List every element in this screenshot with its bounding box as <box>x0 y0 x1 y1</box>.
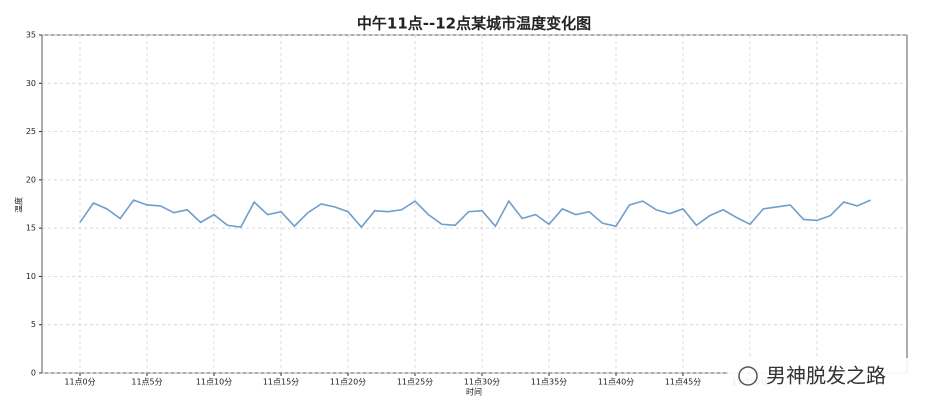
x-tick-label: 11点30分 <box>464 378 500 387</box>
line-series <box>79 199 871 229</box>
y-tick-label: 15 <box>26 224 36 233</box>
x-axis-label: 时间 <box>466 387 482 397</box>
x-tick-label: 11点35分 <box>531 378 567 387</box>
watermark-bg <box>728 358 910 394</box>
y-tick-label: 25 <box>26 127 36 136</box>
x-tick-label: 11点25分 <box>397 378 433 387</box>
x-tick-label: 11点40分 <box>598 378 634 387</box>
y-tick-label: 0 <box>31 369 36 378</box>
y-tick-label: 30 <box>26 79 36 88</box>
y-tick-label: 10 <box>26 272 36 281</box>
x-tick-label: 11点15分 <box>263 378 299 387</box>
y-axis-label: 温度 <box>14 197 24 213</box>
x-tick-label: 11点5分 <box>131 378 162 387</box>
chart-title: 中午11点--12点某城市温度变化图 <box>357 15 591 33</box>
plot-frame <box>41 34 908 374</box>
watermark-icon <box>738 366 758 386</box>
watermark: 男神脱发之路 <box>766 364 886 388</box>
x-tick-label: 11点20分 <box>330 378 366 387</box>
x-tick-label: 11点10分 <box>196 378 232 387</box>
y-tick-label: 5 <box>31 320 36 329</box>
x-tick-label: 11点0分 <box>64 378 95 387</box>
y-tick-label: 20 <box>26 175 36 184</box>
y-tick-label: 35 <box>26 31 36 40</box>
x-tick-label: 11点45分 <box>665 378 701 387</box>
